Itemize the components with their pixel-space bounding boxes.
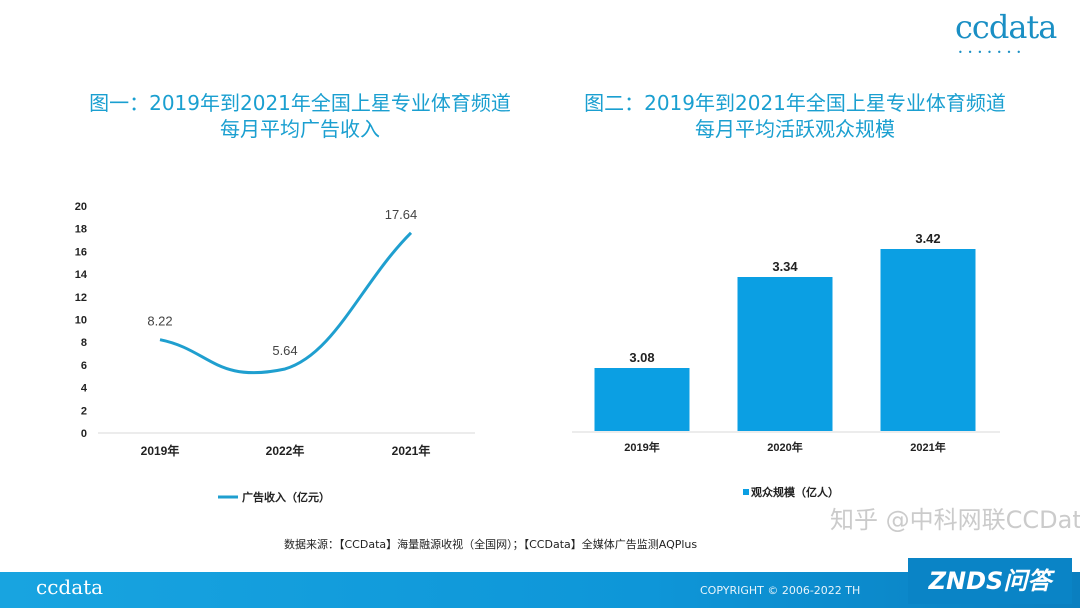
chart1-title-line1: 图一：2019年到2021年全国上星专业体育频道 <box>89 91 511 115</box>
header-logo: ccdata <box>955 8 1057 46</box>
footer-logo: ccdata <box>36 575 104 599</box>
chart2-title: 图二：2019年到2021年全国上星专业体育频道 每月平均活跃观众规模 <box>555 90 1035 142</box>
y-tick-label: 14 <box>75 269 88 281</box>
watermark: 知乎 @中科网联CCData <box>830 506 1080 534</box>
chart1-title: 图一：2019年到2021年全国上星专业体育频道 每月平均广告收入 <box>60 90 540 142</box>
y-tick-label: 18 <box>75 224 87 236</box>
data-source: 数据来源：【CCData】海量融源收视（全国网）；【CCData】全媒体广告监测… <box>284 538 698 551</box>
legend-label: 广告收入（亿元） <box>242 490 330 504</box>
x-tick-label: 2022年 <box>266 443 305 458</box>
chart1-title-line2: 每月平均广告收入 <box>220 117 380 141</box>
line-chart: 0 2 4 6 8 10 12 14 16 18 20 2019年 2022年 2021年 8.22 5.64… <box>75 201 475 504</box>
data-label: 3.34 <box>772 259 798 274</box>
legend-swatch <box>743 489 749 495</box>
data-label: 3.08 <box>629 350 654 365</box>
data-label: 8.22 <box>147 314 172 329</box>
x-tick-label: 2019年 <box>141 443 180 458</box>
y-tick-label: 20 <box>75 201 87 213</box>
x-tick-label: 2019年 <box>624 440 659 454</box>
x-tick-label: 2021年 <box>910 440 945 454</box>
znds-badge: ZNDS问答 <box>908 558 1072 604</box>
legend-label: 观众规模（亿人） <box>751 485 839 499</box>
bar <box>737 277 833 431</box>
y-tick-label: 10 <box>75 315 87 327</box>
bar <box>594 368 690 431</box>
chart2-title-line2: 每月平均活跃观众规模 <box>695 117 895 141</box>
y-tick-label: 8 <box>81 337 87 349</box>
x-tick-label: 2020年 <box>767 440 802 454</box>
data-label: 5.64 <box>272 343 297 358</box>
logo-dots: ••••••• <box>958 48 1027 57</box>
y-tick-label: 0 <box>81 428 87 440</box>
chart2-title-line1: 图二：2019年到2021年全国上星专业体育频道 <box>584 91 1006 115</box>
footer-bar: ccdata COPYRIGHT © 2006-2022 TH <box>0 572 1080 608</box>
y-tick-label: 16 <box>75 246 87 258</box>
footer-copyright: COPYRIGHT © 2006-2022 TH <box>700 584 861 597</box>
series-line <box>159 231 413 375</box>
y-tick-label: 2 <box>81 405 87 417</box>
x-tick-label: 2021年 <box>392 443 431 458</box>
y-tick-label: 4 <box>81 383 88 395</box>
data-label: 3.42 <box>915 231 940 246</box>
data-label: 17.64 <box>385 207 418 222</box>
bar <box>880 249 976 431</box>
y-tick-label: 6 <box>81 360 87 372</box>
y-tick-label: 12 <box>75 292 87 304</box>
